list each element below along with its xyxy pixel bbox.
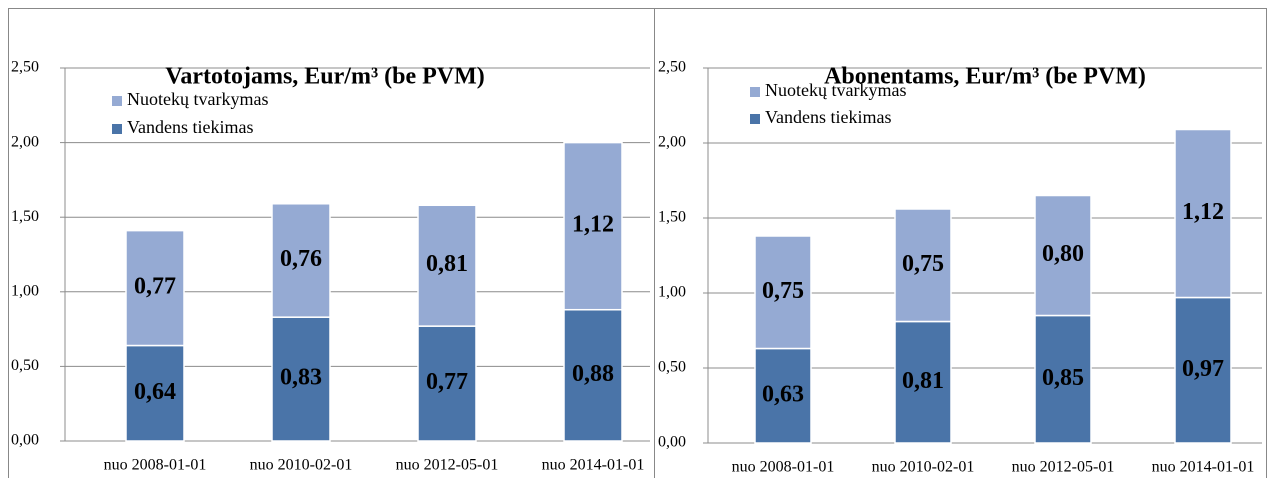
data-label: 0,83 bbox=[280, 365, 322, 391]
bar-segment bbox=[894, 320, 952, 444]
data-label: 0,77 bbox=[134, 274, 176, 300]
y-tick-label: 0,50 bbox=[11, 357, 39, 374]
legend-swatch bbox=[750, 87, 760, 97]
data-label: 0,63 bbox=[762, 381, 804, 407]
bar-segment bbox=[271, 316, 331, 442]
data-label: 0,64 bbox=[134, 379, 176, 405]
bar-segment bbox=[417, 325, 477, 442]
data-label: 0,75 bbox=[762, 278, 804, 304]
y-tick-label: 1,00 bbox=[658, 284, 686, 301]
data-label: 0,81 bbox=[902, 368, 944, 394]
bar-segment bbox=[754, 347, 812, 444]
bar-segment bbox=[1034, 314, 1092, 444]
x-tick-label: nuo 2014-01-01 bbox=[542, 457, 645, 474]
data-label: 1,12 bbox=[1182, 199, 1224, 225]
data-label: 0,85 bbox=[1042, 365, 1084, 391]
data-label: 0,80 bbox=[1042, 241, 1084, 267]
y-tick-label: 2,50 bbox=[658, 59, 686, 76]
data-label: 0,97 bbox=[1182, 356, 1224, 382]
legend-label: Nuotekų tvarkymas bbox=[765, 80, 906, 100]
legend-swatch bbox=[112, 96, 122, 106]
chart-title: Vartotojams, Eur/m³ (be PVM) bbox=[165, 64, 485, 90]
data-label: 1,12 bbox=[572, 212, 614, 238]
bar-segment bbox=[417, 204, 477, 327]
chart-title: Abonentams, Eur/m³ (be PVM) bbox=[824, 64, 1146, 90]
y-tick-label: 0,50 bbox=[658, 359, 686, 376]
bar-segment bbox=[1174, 296, 1232, 444]
bar-segment bbox=[1174, 128, 1232, 299]
bar-segment bbox=[1034, 194, 1092, 317]
y-tick-label: 0,00 bbox=[11, 432, 39, 449]
y-tick-label: 1,50 bbox=[11, 208, 39, 225]
data-label: 0,77 bbox=[426, 369, 468, 395]
bar-segment bbox=[125, 344, 185, 442]
y-tick-label: 2,00 bbox=[658, 134, 686, 151]
chart-frame bbox=[654, 8, 1267, 478]
x-tick-label: nuo 2014-01-01 bbox=[1152, 459, 1255, 476]
legend-label: Vandens tiekimas bbox=[765, 107, 891, 127]
x-tick-label: nuo 2012-05-01 bbox=[1012, 459, 1115, 476]
data-label: 0,76 bbox=[280, 246, 322, 272]
y-tick-label: 1,50 bbox=[658, 209, 686, 226]
legend-label: Nuotekų tvarkymas bbox=[127, 89, 268, 109]
data-label: 0,75 bbox=[902, 251, 944, 277]
legend-swatch bbox=[112, 124, 122, 134]
bar-segment bbox=[271, 203, 331, 318]
legend-label: Vandens tiekimas bbox=[127, 117, 253, 137]
y-tick-label: 0,00 bbox=[658, 434, 686, 451]
y-tick-label: 2,50 bbox=[11, 59, 39, 76]
x-tick-label: nuo 2012-05-01 bbox=[396, 457, 499, 474]
bar-segment bbox=[754, 235, 812, 350]
y-tick-label: 2,00 bbox=[11, 133, 39, 150]
data-label: 0,81 bbox=[426, 251, 468, 277]
bar-segment bbox=[563, 141, 623, 311]
x-tick-label: nuo 2010-02-01 bbox=[250, 457, 353, 474]
x-tick-label: nuo 2010-02-01 bbox=[872, 459, 975, 476]
bar-segment bbox=[894, 208, 952, 323]
x-tick-label: nuo 2008-01-01 bbox=[732, 459, 835, 476]
y-tick-label: 1,00 bbox=[11, 282, 39, 299]
legend-swatch bbox=[750, 114, 760, 124]
x-tick-label: nuo 2008-01-01 bbox=[104, 457, 207, 474]
data-label: 0,88 bbox=[572, 361, 614, 387]
bar-segment bbox=[125, 229, 185, 347]
